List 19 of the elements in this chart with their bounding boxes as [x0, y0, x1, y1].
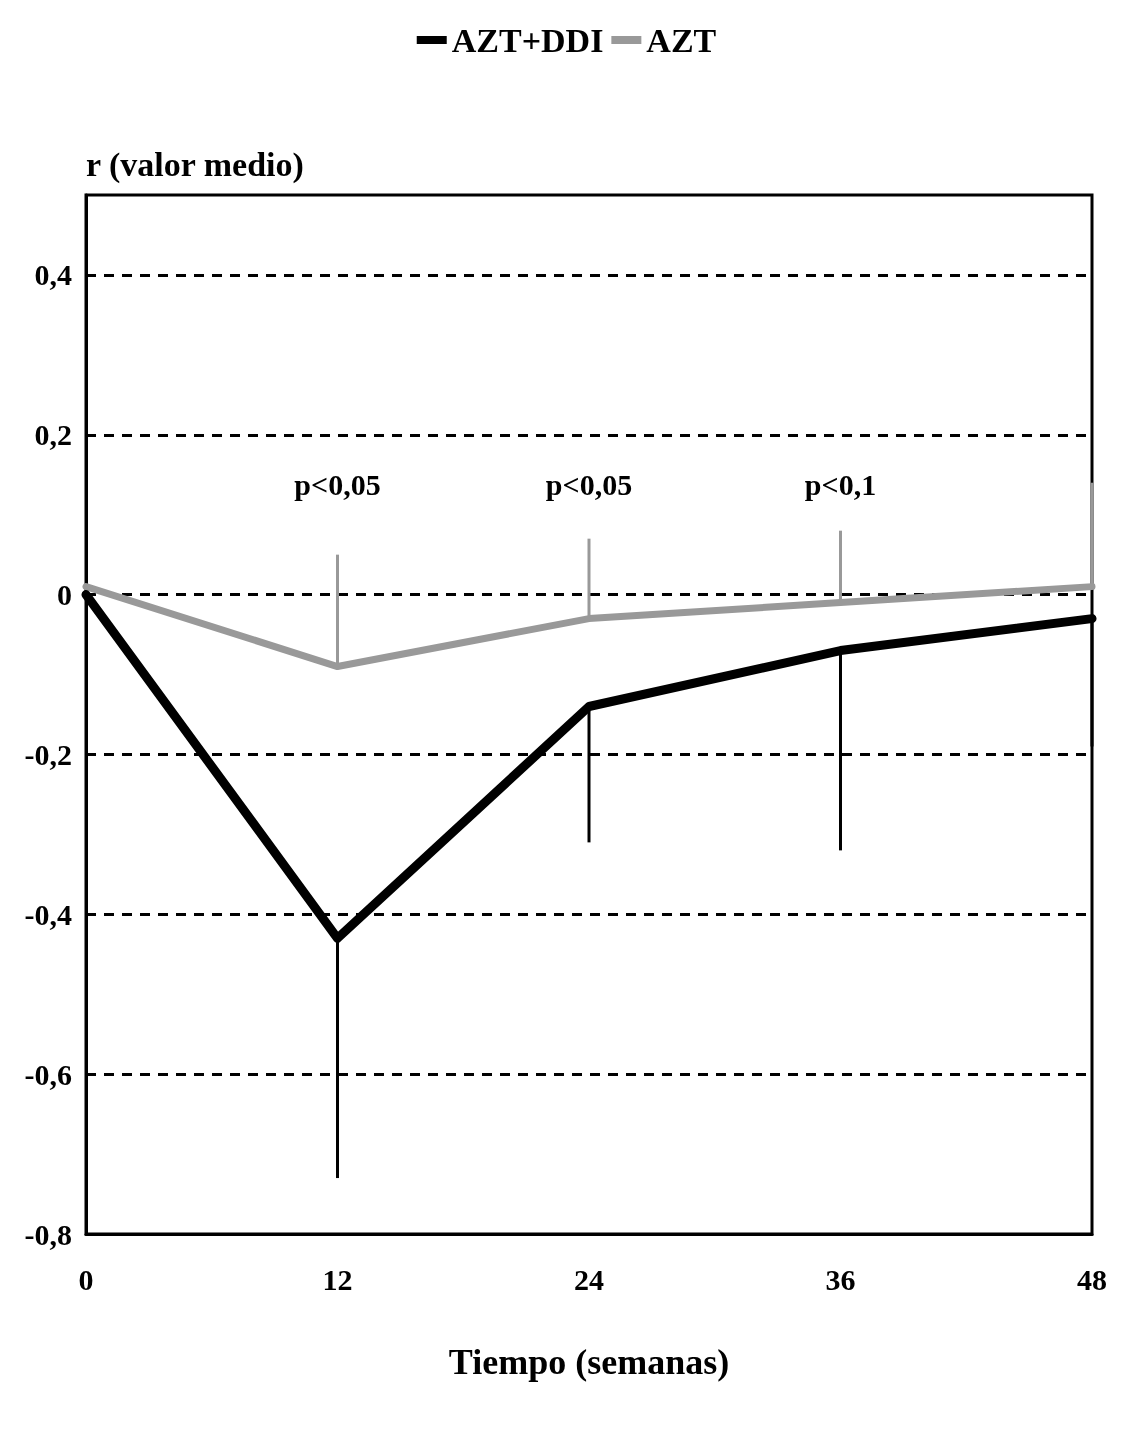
- annotation: p<0,05: [294, 468, 381, 502]
- x-tick-label: 48: [1077, 1262, 1107, 1296]
- y-tick-label: 0,2: [34, 418, 72, 452]
- y-tick-label: -0,4: [24, 897, 72, 931]
- legend-label: AZT+DDI: [451, 21, 604, 59]
- y-tick-label: -0,6: [24, 1057, 72, 1091]
- x-tick-label: 24: [574, 1262, 604, 1296]
- y-tick-label: 0,4: [34, 258, 72, 292]
- y-axis-title: r (valor medio): [86, 145, 304, 184]
- y-tick-label: -0,8: [24, 1217, 72, 1251]
- annotation: p<0,05: [545, 468, 633, 502]
- x-tick-label: 0: [78, 1262, 94, 1296]
- x-tick-label: 36: [825, 1262, 856, 1296]
- legend-label: AZT: [646, 21, 717, 59]
- annotation: p<0,1: [804, 468, 877, 502]
- x-axis-title: Tiempo (semanas): [448, 1342, 730, 1382]
- y-tick-label: 0: [57, 578, 72, 612]
- y-tick-label: -0,2: [24, 737, 72, 771]
- x-tick-label: 12: [322, 1262, 353, 1296]
